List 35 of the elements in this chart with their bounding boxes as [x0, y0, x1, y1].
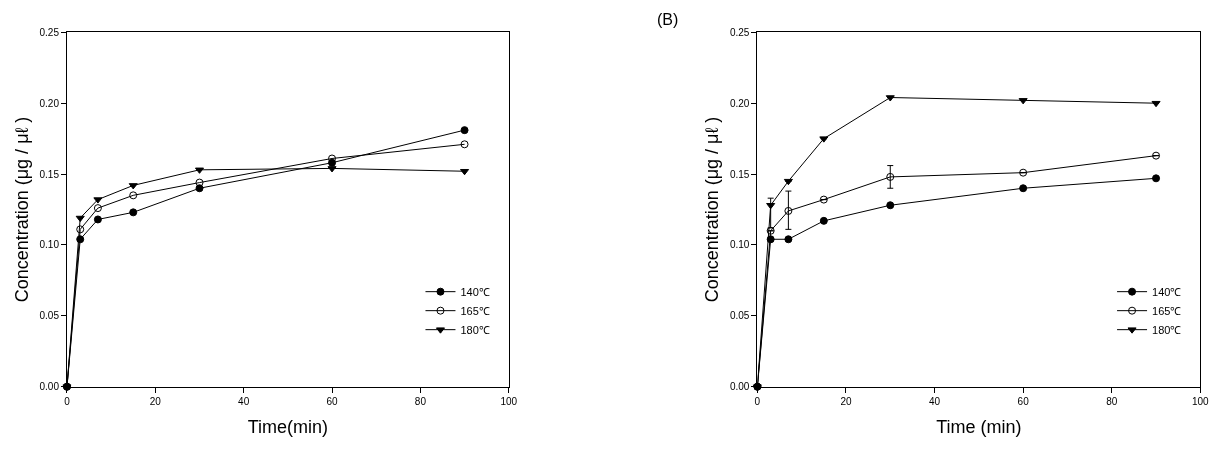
y-axis-title: Concentration (μg / μℓ ) [11, 116, 32, 303]
y-tick-label: 0.20 [39, 97, 60, 109]
y-tick-label: 0.05 [729, 310, 750, 322]
text: (B) [657, 11, 679, 28]
y-tick-label: 0.05 [39, 310, 60, 322]
legend-label: 180℃ [1152, 323, 1182, 336]
x-tick-label: 0 [754, 395, 761, 407]
legend-label: 165℃ [460, 304, 490, 317]
y-axis-title: Concentration (μg / μℓ ) [702, 116, 723, 303]
legend-label: 165℃ [1152, 304, 1182, 317]
y-tick-label: 0.00 [39, 381, 60, 393]
x-axis-title: Time(min) [247, 416, 329, 437]
y-tick-label: 0.25 [39, 26, 60, 38]
x-tick-label: 60 [1017, 395, 1030, 407]
x-axis-title: Time (min) [936, 416, 1022, 437]
y-tick-label: 0.10 [39, 239, 60, 251]
x-tick-label: 40 [238, 395, 250, 407]
y-tick-label: 0.10 [729, 239, 750, 251]
x-tick-label: 40 [929, 395, 941, 407]
x-tick-label: 100 [1192, 395, 1210, 407]
x-tick-label: 80 [1106, 395, 1118, 407]
legend-label: 180℃ [460, 323, 490, 336]
y-tick-label: 0.20 [729, 97, 750, 109]
x-tick-label: 20 [149, 395, 162, 407]
legend-label: 140℃ [460, 285, 490, 298]
y-tick-label: 0.15 [39, 168, 60, 180]
legend-label: 140℃ [1152, 285, 1182, 298]
y-tick-label: 0.25 [729, 26, 750, 38]
x-tick-label: 100 [500, 395, 518, 407]
x-tick-label: 0 [64, 395, 71, 407]
y-tick-label: 0.00 [729, 381, 750, 393]
y-tick-label: 0.15 [729, 168, 750, 180]
x-tick-label: 80 [414, 395, 427, 407]
x-tick-label: 20 [840, 395, 852, 407]
x-tick-label: 60 [326, 395, 339, 407]
